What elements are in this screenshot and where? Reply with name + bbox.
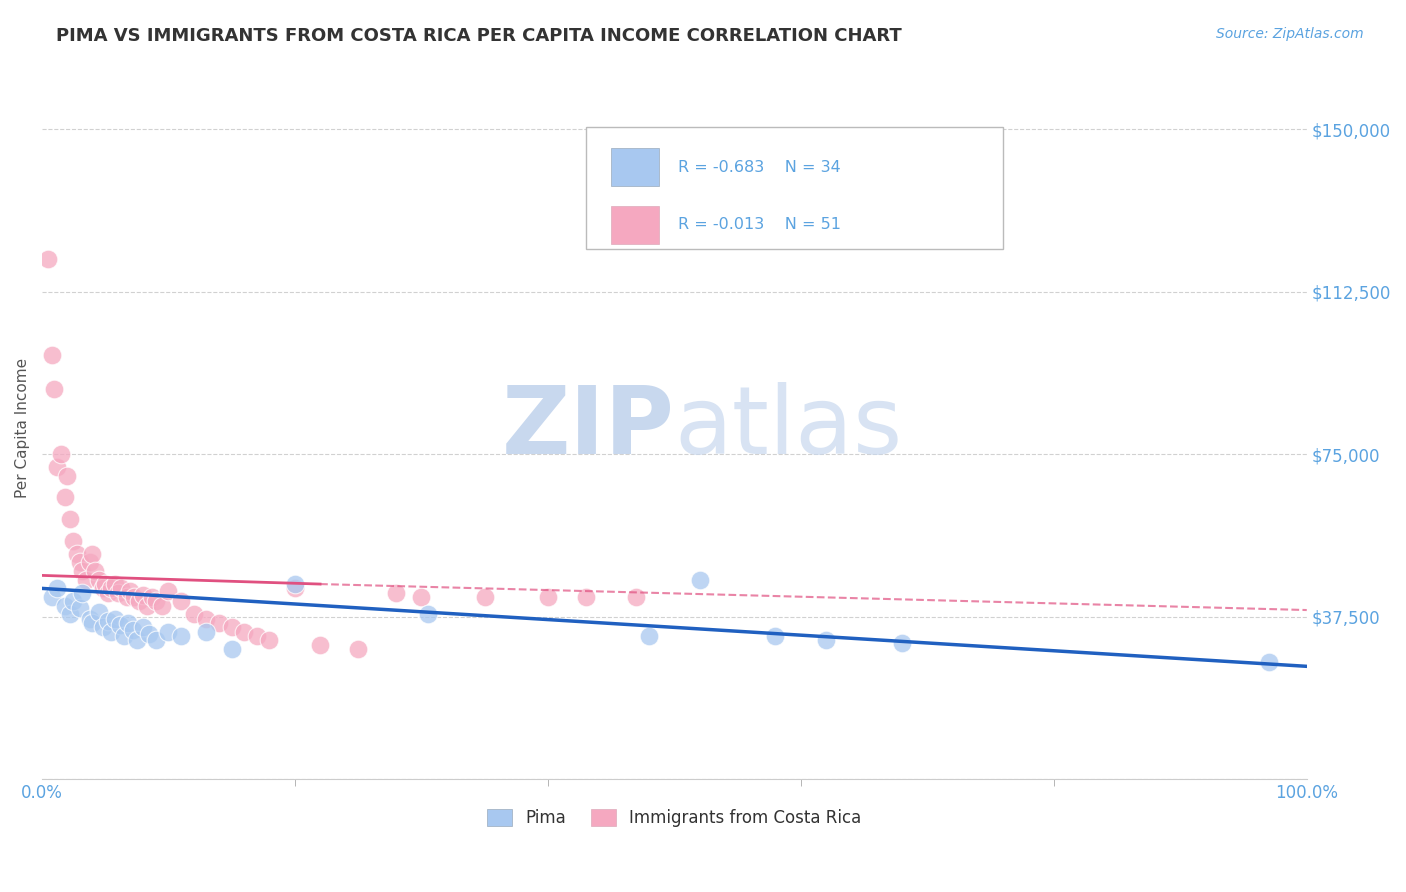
Point — [117, 615, 139, 630]
Point — [104, 612, 127, 626]
Point — [59, 607, 82, 622]
Point — [132, 620, 155, 634]
Point — [150, 599, 173, 613]
Point — [79, 612, 101, 626]
Point — [347, 642, 370, 657]
Point — [575, 590, 598, 604]
Point — [44, 382, 66, 396]
Point — [416, 607, 439, 622]
Point — [69, 556, 91, 570]
Y-axis label: Per Capita Income: Per Capita Income — [15, 358, 30, 499]
Point — [56, 468, 79, 483]
Point — [94, 577, 117, 591]
Point — [145, 633, 167, 648]
Point — [157, 624, 180, 639]
Point — [183, 607, 205, 622]
Point — [84, 564, 107, 578]
Point — [46, 460, 69, 475]
Point — [37, 252, 59, 267]
Point — [72, 585, 94, 599]
Point — [233, 624, 256, 639]
Point — [91, 582, 114, 596]
Point — [41, 347, 63, 361]
Point — [97, 585, 120, 599]
Point — [626, 590, 648, 604]
Point — [82, 615, 104, 630]
Text: R = -0.013    N = 51: R = -0.013 N = 51 — [678, 218, 841, 233]
Text: atlas: atlas — [675, 382, 903, 475]
Point — [246, 629, 269, 643]
Point — [125, 633, 148, 648]
Point — [128, 594, 150, 608]
Text: PIMA VS IMMIGRANTS FROM COSTA RICA PER CAPITA INCOME CORRELATION CHART: PIMA VS IMMIGRANTS FROM COSTA RICA PER C… — [56, 27, 903, 45]
Point — [157, 583, 180, 598]
Point — [145, 594, 167, 608]
Text: Source: ZipAtlas.com: Source: ZipAtlas.com — [1216, 27, 1364, 41]
Point — [638, 629, 661, 643]
Point — [72, 564, 94, 578]
Point — [110, 618, 132, 632]
Point — [120, 583, 142, 598]
FancyBboxPatch shape — [586, 127, 1002, 249]
Point — [221, 620, 243, 634]
Point — [104, 577, 127, 591]
Point — [474, 590, 496, 604]
Point — [79, 556, 101, 570]
Point — [53, 599, 76, 613]
FancyBboxPatch shape — [612, 148, 659, 186]
Point — [259, 633, 281, 648]
Point — [66, 547, 89, 561]
Point — [309, 638, 332, 652]
Point — [87, 573, 110, 587]
Point — [49, 447, 72, 461]
Point — [97, 614, 120, 628]
Point — [208, 615, 231, 630]
Point — [1257, 655, 1279, 669]
Point — [82, 547, 104, 561]
FancyBboxPatch shape — [612, 206, 659, 244]
Point — [195, 624, 218, 639]
Point — [91, 620, 114, 634]
Point — [75, 573, 97, 587]
Point — [112, 629, 135, 643]
Point — [815, 633, 838, 648]
Point — [385, 585, 408, 599]
Point — [122, 590, 145, 604]
Point — [41, 590, 63, 604]
Point — [284, 582, 307, 596]
Point — [46, 582, 69, 596]
Point — [135, 599, 157, 613]
Point — [59, 512, 82, 526]
Point — [53, 491, 76, 505]
Point — [107, 585, 129, 599]
Point — [170, 594, 193, 608]
Legend: Pima, Immigrants from Costa Rica: Pima, Immigrants from Costa Rica — [481, 802, 869, 834]
Point — [62, 533, 84, 548]
Point — [689, 573, 711, 587]
Point — [765, 629, 787, 643]
Text: ZIP: ZIP — [502, 382, 675, 475]
Point — [115, 590, 138, 604]
Text: R = -0.683    N = 34: R = -0.683 N = 34 — [678, 160, 841, 175]
Point — [69, 600, 91, 615]
Point — [284, 577, 307, 591]
Point — [62, 594, 84, 608]
Point — [122, 623, 145, 637]
Point — [100, 582, 122, 596]
Point — [138, 627, 160, 641]
Point — [195, 612, 218, 626]
Point — [221, 642, 243, 657]
Point — [170, 629, 193, 643]
Point — [132, 588, 155, 602]
Point — [891, 635, 914, 649]
Point — [87, 605, 110, 619]
Point — [110, 582, 132, 596]
Point — [537, 590, 560, 604]
Point — [141, 590, 163, 604]
Point — [100, 624, 122, 639]
Point — [411, 590, 433, 604]
